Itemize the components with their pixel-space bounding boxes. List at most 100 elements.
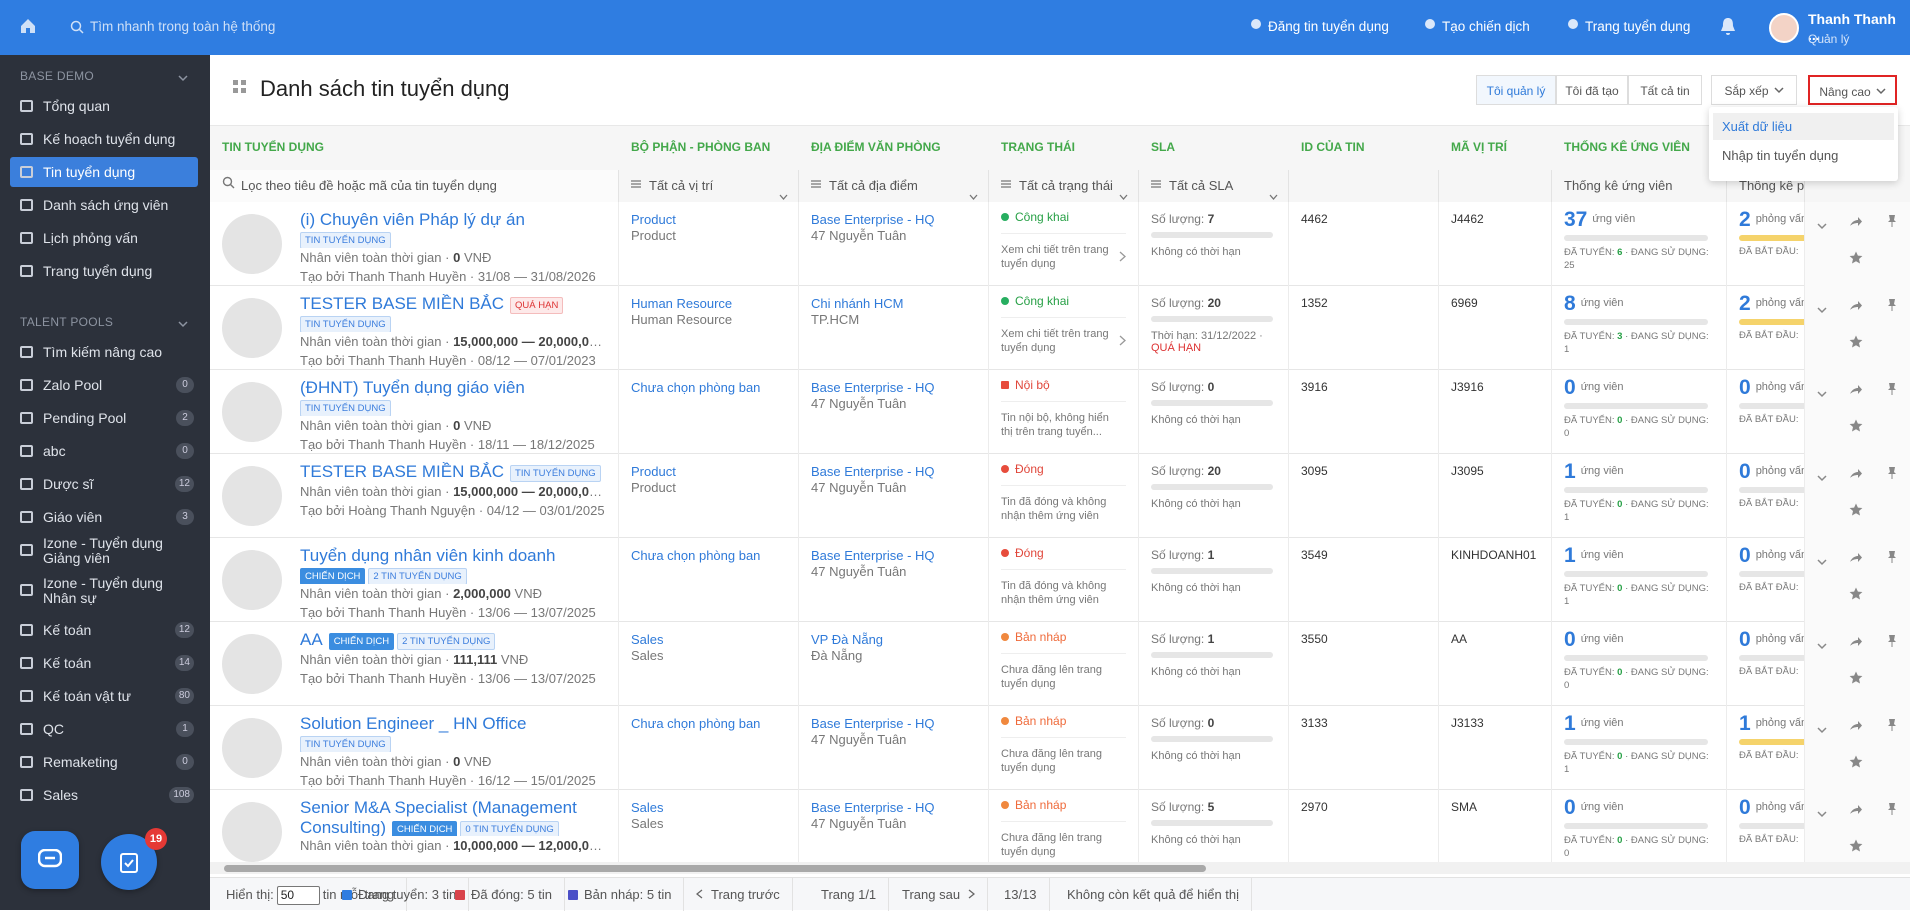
using-label: · ĐANG SỬ DỤNG: [1625, 499, 1709, 510]
filter-cell[interactable]: Lọc theo tiêu đề hoặc mã của tin tuyển d… [210, 170, 619, 202]
section-toggle[interactable] [178, 70, 188, 85]
deadline: Thời hạn: 31/12/2022 · [1151, 330, 1263, 342]
table-cell: J4462 [1439, 202, 1552, 286]
status-icon [1001, 549, 1009, 557]
job-title[interactable]: (ĐHNT) Tuyển dụng giáo viên [300, 378, 525, 397]
nav-count: 14 [174, 655, 194, 671]
status-note: Xem chi tiết trên trang tuyển dụng [1001, 328, 1109, 354]
interview-unit: phỏng vấn [1755, 801, 1805, 813]
filter-cell[interactable]: Tất cả địa điểm [799, 170, 989, 202]
advanced-button[interactable]: Nâng cao [1808, 75, 1897, 105]
interview-unit: phỏng vấn [1755, 549, 1805, 561]
sla-track [1151, 652, 1273, 658]
job-tag: TIN TUYỂN DỤNG [510, 465, 601, 483]
nav-item[interactable]: Zalo Pool 0 [10, 370, 198, 400]
filter-cell[interactable]: Tất cả trạng thái [989, 170, 1139, 202]
job-title[interactable]: Solution Engineer _ HN Office [300, 714, 527, 733]
chevron [1269, 181, 1278, 202]
interview-started: ĐÃ BẮT ĐẦU: [1739, 498, 1799, 509]
avatar[interactable] [1769, 13, 1799, 43]
status-label: Đóng [1015, 462, 1044, 476]
link-icon [1424, 18, 1436, 33]
menu-item[interactable]: Xuất dữ liệu [1713, 113, 1894, 140]
scroll-thumb[interactable] [224, 865, 1206, 872]
sla-quantity: Số lượng: 0 [1151, 380, 1276, 394]
no-deadline: Không có thời hạn [1151, 498, 1241, 510]
table-cell: 0 phỏng vấn ĐÃ BẮT ĐẦU: [1727, 790, 1805, 862]
nav-item[interactable]: Tin tuyển dụng [10, 157, 198, 187]
job-title[interactable]: (i) Chuyên viên Pháp lý dự án [300, 210, 525, 229]
menu-item[interactable]: Nhập tin tuyển dụng [1722, 148, 1839, 163]
nav-item[interactable]: Kế toán 12 [10, 615, 198, 645]
candidate-count-line: 0 ứng viên [1564, 796, 1714, 820]
salary: 15,000,000 — 20,000,000 [453, 334, 604, 349]
job-title[interactable]: TESTER BASE MIỀN BẮC [300, 294, 505, 313]
interview-track [1739, 487, 1804, 493]
top-link[interactable]: Tạo chiến dịch [1424, 19, 1530, 34]
nav-item[interactable]: Pending Pool 2 [10, 403, 198, 433]
stat-header: Thống kê phỏng vấn [1739, 178, 1805, 193]
table-row: (i) Chuyên viên Pháp lý dự án TIN TUYỂN D… [210, 202, 1910, 286]
nav-item[interactable]: Kế toán 14 [10, 648, 198, 678]
result-count: 13/13 [1004, 887, 1037, 902]
job-title[interactable]: TESTER BASE MIỀN BẮC [300, 462, 505, 481]
nav-icon [20, 511, 33, 523]
nav-item[interactable]: Trang tuyển dụng [10, 256, 198, 286]
nav-item[interactable]: Remaketing 0 [10, 747, 198, 777]
job-title[interactable]: Tuyển dụng nhân viên kinh doanh [300, 546, 556, 565]
section-toggle[interactable] [178, 316, 188, 331]
department: Product [631, 212, 676, 227]
nav-item[interactable]: Kế hoạch tuyển dụng [10, 124, 198, 154]
job-title-line: Solution Engineer _ HN Office TIN TUYỂN D… [300, 714, 606, 752]
no-deadline: Không có thời hạn [1151, 834, 1241, 846]
bell-icon[interactable] [1719, 16, 1737, 38]
next-page[interactable]: Trang sau [890, 878, 989, 911]
filter-tab[interactable]: Tôi đã tạo [1556, 75, 1628, 105]
table-cell: J3916 [1439, 370, 1552, 454]
nav-item[interactable]: Tìm kiếm nâng cao [10, 337, 198, 367]
chevron-right [968, 878, 976, 911]
hired-label: ĐÃ TUYỂN: [1564, 247, 1615, 258]
table-cell: Nội bộ Tin nội bộ, không hiển thị trên tr… [989, 370, 1139, 454]
nav-item[interactable]: Izone - Tuyển dụng Nhân sự [10, 575, 198, 609]
nav-icon [20, 445, 33, 457]
nav-item[interactable]: Kế toán vật tư 80 [10, 681, 198, 711]
nav-item[interactable]: Giáo viên 3 [10, 502, 198, 532]
list-icon [1151, 170, 1161, 201]
quantity: 20 [1207, 296, 1221, 310]
filter-cell[interactable]: Tất cả vị trí [619, 170, 799, 202]
job-tag: 2 TIN TUYỂN DỤNG [397, 633, 496, 651]
sort-button[interactable]: Sắp xếp [1711, 75, 1797, 105]
job-thumbnail [222, 382, 282, 442]
search-input[interactable]: Tìm nhanh trong toàn hệ thống [90, 19, 276, 34]
filter-cell[interactable]: Tất cả SLA [1139, 170, 1289, 202]
job-title[interactable]: AA [300, 630, 323, 649]
top-link[interactable]: Đăng tin tuyển dụng [1250, 19, 1389, 34]
table-cell: Base Enterprise - HQ 47 Nguyễn Tuân [799, 790, 989, 862]
prev-page[interactable]: Trang trước [680, 878, 793, 911]
nav-item[interactable]: Dược sĩ 12 [10, 469, 198, 499]
page-size-select[interactable]: 50 [276, 886, 320, 906]
home-icon[interactable] [19, 17, 37, 35]
sla-track [1151, 568, 1273, 574]
filter-tab[interactable]: Tất cả tin [1628, 75, 1702, 105]
nav-item[interactable]: Lịch phỏng vấn [10, 223, 198, 253]
expand-button [1817, 554, 1827, 569]
nav-item[interactable]: abc 0 [10, 436, 198, 466]
nav-label: Lịch phỏng vấn [43, 230, 138, 246]
top-link[interactable]: Trang tuyển dụng [1567, 19, 1690, 34]
position-code: J3095 [1451, 464, 1484, 478]
nav-item[interactable]: Danh sách ứng viên [10, 190, 198, 220]
nav-item[interactable]: QC 1 [10, 714, 198, 744]
scrollbar[interactable] [210, 862, 1910, 874]
nav-item[interactable]: Sales 108 [10, 780, 198, 810]
user-name[interactable]: Thanh Thanh ... [1808, 11, 1896, 43]
job-title[interactable]: Senior M&A Specialist (Management Consul… [300, 798, 577, 836]
nav-item[interactable]: Tổng quan [10, 91, 198, 121]
filter-tab[interactable]: Tôi quản lý [1476, 75, 1556, 105]
status: Bản nháp [1001, 798, 1126, 822]
nav-item[interactable]: Izone - Tuyển dụng Giảng viên [10, 535, 198, 569]
status: Nội bộ [1001, 378, 1126, 402]
chat-button[interactable] [21, 831, 79, 889]
interview-unit: phỏng vấn [1755, 717, 1805, 729]
